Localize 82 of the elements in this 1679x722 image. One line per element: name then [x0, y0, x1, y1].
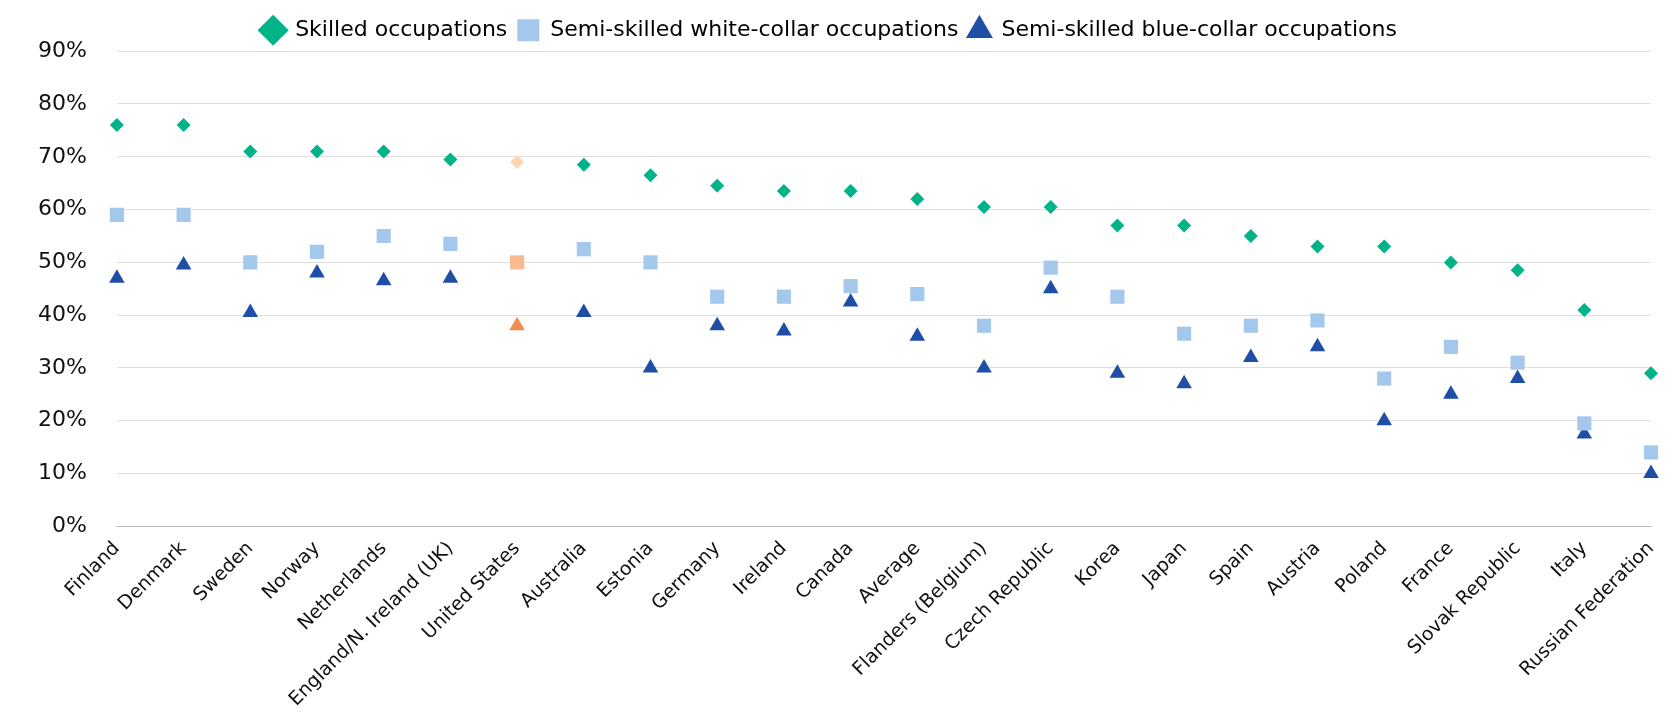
legend-label: Skilled occupations	[295, 15, 508, 41]
point	[1577, 302, 1592, 317]
point	[776, 184, 791, 199]
point	[1443, 255, 1458, 270]
point	[776, 289, 791, 304]
point	[977, 199, 991, 214]
point	[243, 255, 258, 270]
point	[1643, 464, 1659, 479]
y-tick-label: 70%	[37, 142, 87, 168]
point	[843, 279, 858, 294]
point	[1509, 369, 1526, 384]
point	[309, 263, 325, 278]
point	[1043, 199, 1058, 214]
point	[1510, 355, 1525, 370]
point	[443, 236, 458, 251]
point	[1043, 260, 1058, 275]
point	[1510, 263, 1525, 278]
point	[1177, 218, 1192, 233]
point	[1110, 289, 1125, 304]
point	[1110, 218, 1125, 233]
point	[309, 244, 325, 259]
y-tick-label: 30%	[37, 353, 87, 379]
point	[1309, 337, 1326, 352]
point	[175, 256, 192, 270]
point	[976, 318, 992, 333]
y-tick-label: 0%	[51, 512, 87, 538]
point	[442, 269, 459, 283]
point	[643, 255, 658, 270]
point	[1310, 313, 1325, 328]
point	[443, 152, 458, 167]
point	[310, 144, 324, 159]
y-tick-label: 40%	[37, 300, 87, 326]
point	[842, 292, 859, 307]
point	[1377, 371, 1392, 386]
point	[643, 168, 658, 183]
point	[710, 289, 725, 304]
y-tick-label: 10%	[37, 459, 87, 485]
point	[375, 271, 392, 286]
y-tick-label: 50%	[37, 248, 87, 274]
point	[576, 242, 591, 257]
point	[710, 178, 725, 193]
point	[1443, 339, 1458, 354]
point	[843, 184, 858, 199]
point	[976, 358, 992, 373]
point	[242, 303, 259, 318]
point	[576, 157, 591, 172]
y-tick-label: 20%	[37, 406, 87, 432]
point	[1177, 326, 1192, 341]
point	[1042, 279, 1059, 294]
legend-label: Semi-skilled white-collar occupations	[550, 15, 959, 41]
y-tick-label: 60%	[37, 195, 87, 221]
point	[1243, 228, 1258, 243]
point	[642, 358, 659, 373]
point	[376, 144, 391, 159]
point	[1644, 366, 1658, 381]
point	[1243, 348, 1259, 362]
y-tick-label: 90%	[37, 36, 87, 62]
y-tick-label: 80%	[37, 89, 87, 115]
point	[1176, 374, 1192, 389]
point	[1376, 411, 1392, 426]
point	[910, 286, 925, 302]
point	[109, 269, 125, 283]
point	[176, 207, 191, 222]
point	[176, 118, 191, 133]
point	[1109, 364, 1126, 378]
point	[576, 303, 592, 318]
point	[510, 155, 525, 170]
point	[909, 327, 926, 341]
point	[1310, 239, 1325, 254]
legend-label: Semi-skilled blue-collar occupations	[1001, 15, 1397, 41]
point	[1243, 318, 1258, 333]
point	[1377, 239, 1392, 254]
point	[776, 322, 792, 336]
point	[510, 255, 525, 270]
point	[509, 316, 525, 331]
point	[709, 316, 725, 331]
point	[243, 144, 258, 159]
point	[109, 207, 124, 222]
point	[910, 192, 925, 207]
point	[376, 228, 391, 244]
point	[1443, 385, 1459, 399]
point	[109, 118, 124, 133]
